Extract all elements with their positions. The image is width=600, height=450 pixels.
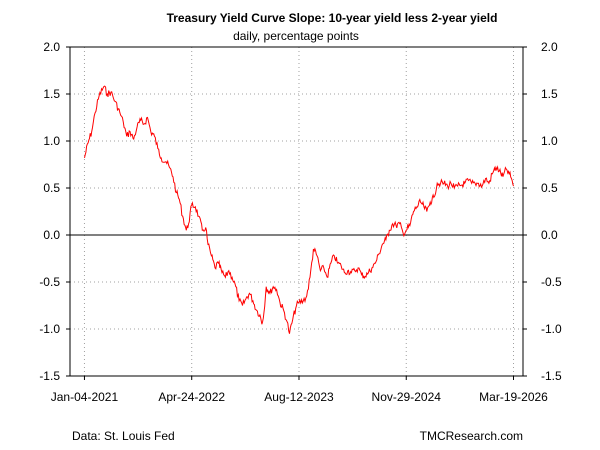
x-tick-label: Mar-19-2026 (479, 390, 548, 404)
y-tick-label-left: -0.5 (39, 275, 60, 289)
chart-subtitle: daily, percentage points (233, 29, 359, 43)
source-note: Data: St. Louis Fed (72, 429, 175, 443)
y-tick-label-left: 0.0 (43, 228, 60, 242)
y-tick-label-right: 1.5 (541, 87, 558, 101)
x-tick-label: Nov-29-2024 (372, 390, 442, 404)
y-tick-label-right: 0.0 (541, 228, 558, 242)
series-line (84, 85, 514, 334)
y-tick-label-left: -1.5 (39, 369, 60, 383)
x-tick-label: Aug-12-2023 (264, 390, 334, 404)
y-tick-label-right: 0.5 (541, 181, 558, 195)
credit-note: TMCResearch.com (420, 429, 523, 443)
grid (70, 47, 523, 376)
y-axis-left: -1.5 -1.0 -0.5 0.0 0.5 1.0 1.5 2.0 (39, 40, 70, 383)
y-tick-label-left: 1.5 (43, 87, 60, 101)
x-axis: Jan-04-2021 Apr-24-2022 Aug-12-2023 Nov-29-… (51, 376, 548, 404)
y-tick-label-left: 1.0 (43, 134, 60, 148)
x-tick-label: Jan-04-2021 (51, 390, 119, 404)
y-axis-right: -1.5 -1.0 -0.5 0.0 0.5 1.0 1.5 2.0 (523, 40, 562, 383)
y-tick-label-right: -1.5 (541, 369, 562, 383)
plot-frame (69, 46, 524, 377)
y-tick-label-right: -0.5 (541, 275, 562, 289)
y-tick-label-right: -1.0 (541, 322, 562, 336)
y-tick-label-left: 2.0 (43, 40, 60, 54)
y-tick-label-left: 0.5 (43, 181, 60, 195)
y-tick-label-right: 2.0 (541, 40, 558, 54)
chart-title: Treasury Yield Curve Slope: 10-year yiel… (167, 11, 498, 25)
y-tick-label-left: -1.0 (39, 322, 60, 336)
y-tick-label-right: 1.0 (541, 134, 558, 148)
x-tick-label: Apr-24-2022 (158, 390, 225, 404)
